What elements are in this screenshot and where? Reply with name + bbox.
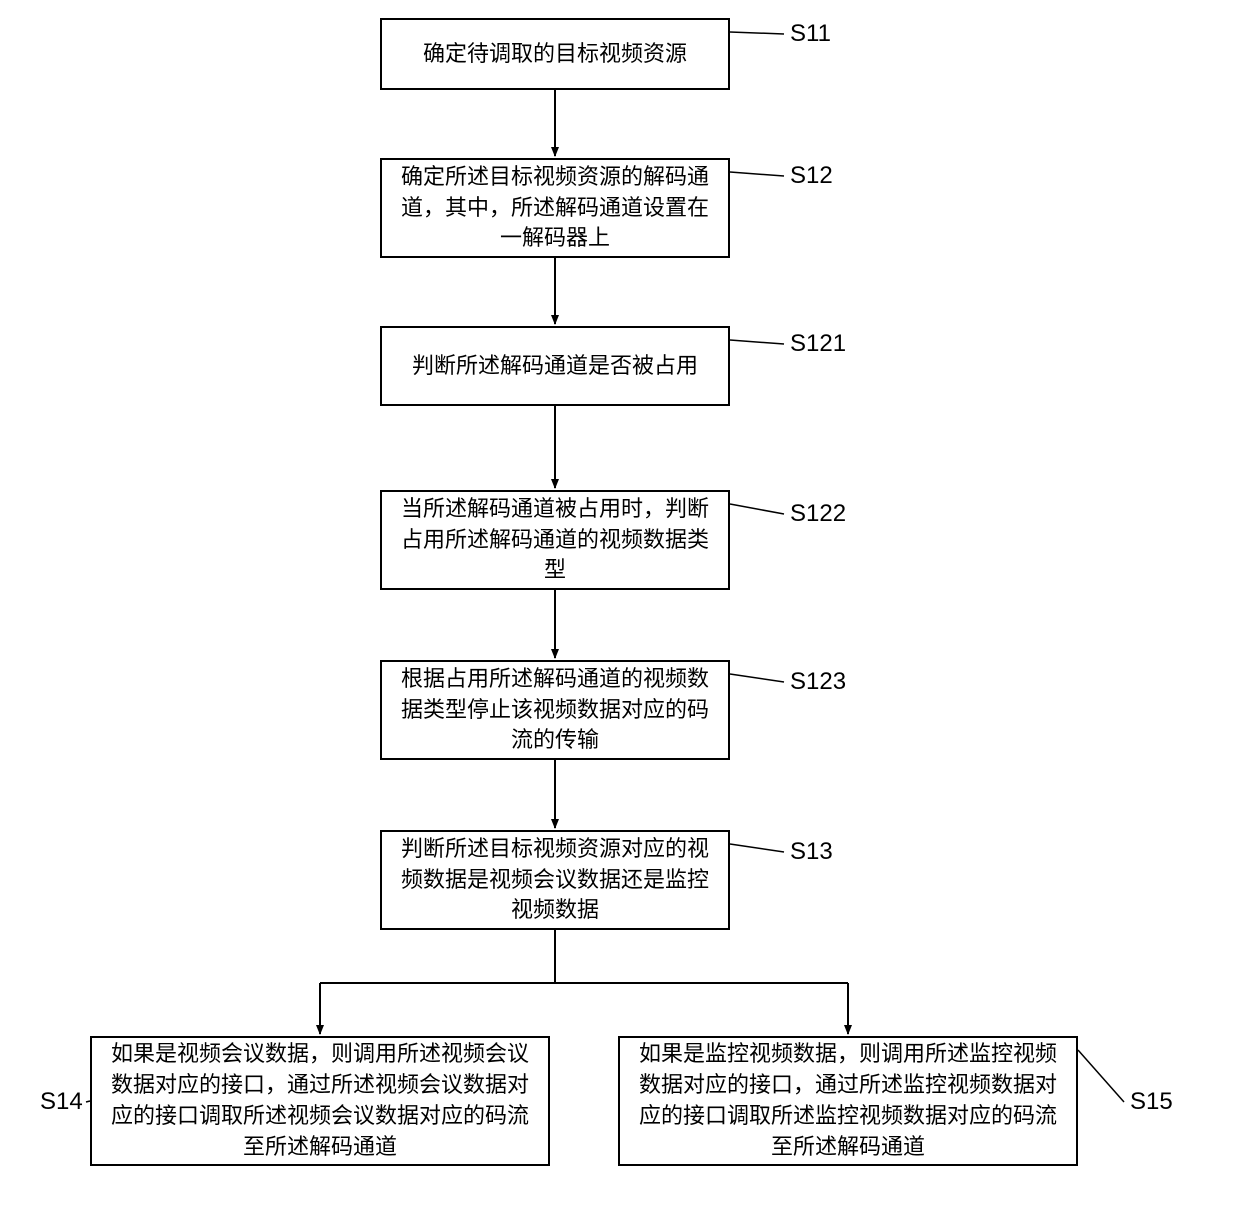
step-label-s11: S11 <box>790 20 831 48</box>
flow-node-s14: 如果是视频会议数据，则调用所述视频会议数据对应的接口，通过所述视频会议数据对应的… <box>90 1036 550 1166</box>
step-label-s121: S121 <box>790 330 846 358</box>
step-label-s122: S122 <box>790 500 846 528</box>
step-label-s123: S123 <box>790 668 846 696</box>
flow-node-s123: 根据占用所述解码通道的视频数据类型停止该视频数据对应的码流的传输 <box>380 660 730 760</box>
flow-node-s121: 判断所述解码通道是否被占用 <box>380 326 730 406</box>
flow-node-s11: 确定待调取的目标视频资源 <box>380 18 730 90</box>
step-label-s14: S14 <box>40 1088 83 1116</box>
flow-node-s122: 当所述解码通道被占用时，判断占用所述解码通道的视频数据类型 <box>380 490 730 590</box>
flow-node-s15: 如果是监控视频数据，则调用所述监控视频数据对应的接口，通过所述监控视频数据对应的… <box>618 1036 1078 1166</box>
step-label-s13: S13 <box>790 838 833 866</box>
flow-node-s13: 判断所述目标视频资源对应的视频数据是视频会议数据还是监控视频数据 <box>380 830 730 930</box>
flow-node-s12: 确定所述目标视频资源的解码通道，其中，所述解码通道设置在一解码器上 <box>380 158 730 258</box>
step-label-s15: S15 <box>1130 1088 1173 1116</box>
step-label-s12: S12 <box>790 162 833 190</box>
